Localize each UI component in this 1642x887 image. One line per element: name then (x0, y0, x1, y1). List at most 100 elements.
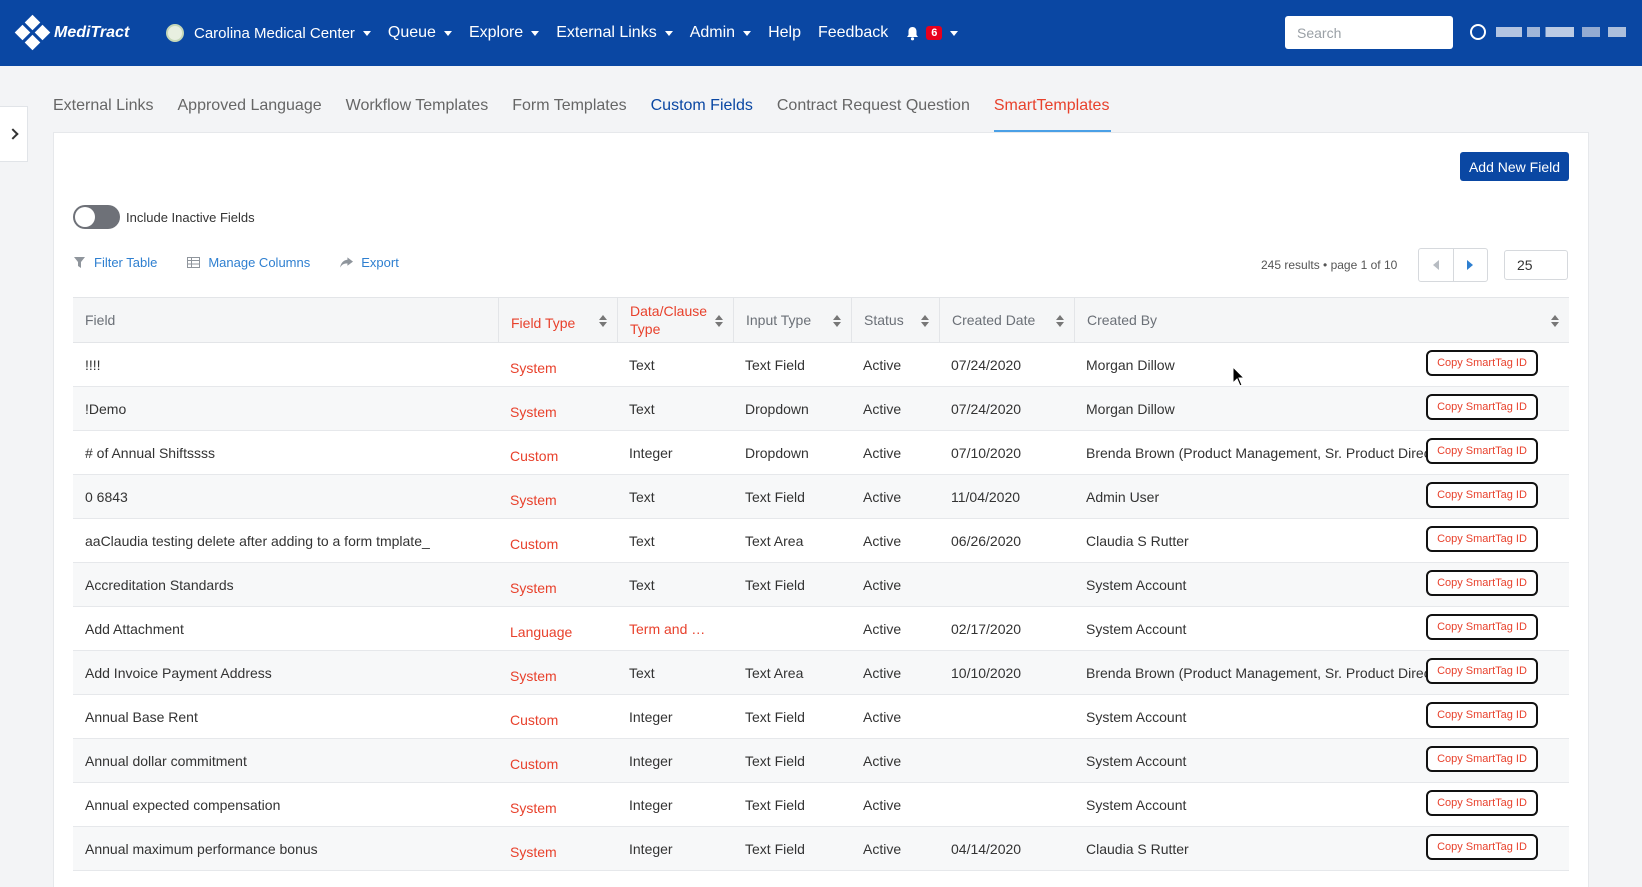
cell-field: aaClaudia testing delete after adding to… (85, 533, 430, 549)
copy-smarttag-id-button[interactable]: Copy SmartTag ID (1426, 438, 1538, 464)
column-header-created-date[interactable]: Created Date (939, 298, 1074, 342)
notifications[interactable]: 6 (905, 26, 959, 41)
table-row[interactable]: 0 6843 System Text Text Field Active 11/04/20… (73, 475, 1569, 519)
logo[interactable]: MediTract (14, 14, 136, 51)
include-inactive-toggle[interactable] (73, 205, 120, 229)
table-row[interactable]: !!!! System Text Text Field Active 07/24/2020… (73, 343, 1569, 387)
cell-data-type: Integer (629, 709, 673, 725)
copy-smarttag-id-button[interactable]: Copy SmartTag ID (1426, 570, 1538, 596)
cell-created-date: 07/24/2020 (951, 401, 1022, 417)
tab-custom-fields[interactable]: Custom Fields (650, 97, 753, 114)
copy-smarttag-id-button[interactable]: Copy SmartTag ID (1426, 526, 1538, 552)
tab-contract-request-question[interactable]: Contract Request Question (776, 97, 970, 114)
manage-columns-link[interactable]: Manage Columns (187, 255, 310, 270)
copy-smarttag-id-button[interactable]: Copy SmartTag ID (1426, 702, 1538, 728)
nav-label: Help (768, 24, 801, 41)
cell-field-type: System (510, 800, 557, 816)
filter-table-link[interactable]: Filter Table (73, 255, 157, 270)
cell-created-by: System Account (1086, 621, 1187, 637)
tab-workflow-templates[interactable]: Workflow Templates (345, 97, 489, 114)
cell-status: Active (863, 621, 902, 637)
cell-field-type: System (510, 580, 557, 596)
org-selector[interactable]: Carolina Medical Center (166, 24, 371, 42)
table-row[interactable]: # of Annual Shiftssss Custom Integer Dropdo… (73, 431, 1569, 475)
chevron-down-icon (362, 30, 371, 36)
chevron-down-icon (664, 30, 673, 36)
copy-smarttag-id-button[interactable]: Copy SmartTag ID (1426, 658, 1538, 684)
nav-feedback[interactable]: Feedback (818, 24, 888, 42)
cell-input-type: Dropdown (745, 445, 809, 461)
table-row[interactable]: Annual maximum performance bonus System In… (73, 827, 1569, 871)
table-row[interactable]: aaClaudia testing delete after adding to… (73, 519, 1569, 563)
table-row[interactable]: Annual Base Rent Custom Integer Text Field A… (73, 695, 1569, 739)
tab-smarttemplates[interactable]: SmartTemplates (993, 95, 1112, 133)
table-row[interactable]: Annual expected compensation System Intege… (73, 783, 1569, 827)
prev-page-button[interactable] (1419, 249, 1453, 281)
cell-field-type: System (510, 668, 557, 684)
table-row[interactable]: Annual dollar commitment Custom Integer Tex… (73, 739, 1569, 783)
tab-form-templates[interactable]: Form Templates (512, 97, 627, 114)
column-header-status[interactable]: Status (851, 298, 939, 342)
tab-external-links[interactable]: External Links (53, 97, 154, 114)
chevron-right-icon (6, 128, 19, 140)
table-row[interactable]: Accreditation Standards System Text Text Fi… (73, 563, 1569, 607)
cell-created-by: Claudia S Rutter (1086, 533, 1189, 549)
cell-created-by: System Account (1086, 577, 1187, 593)
nav-admin[interactable]: Admin (690, 24, 752, 42)
cell-field-type: Custom (510, 448, 559, 464)
column-header-created-by[interactable]: Created By (1074, 298, 1569, 342)
copy-smarttag-id-button[interactable]: Copy SmartTag ID (1426, 394, 1538, 420)
add-new-field-button[interactable]: Add New Field (1460, 152, 1569, 181)
copy-smarttag-id-button[interactable]: Copy SmartTag ID (1426, 834, 1538, 860)
user-menu[interactable] (1470, 24, 1626, 40)
copy-smarttag-id-button[interactable]: Copy SmartTag ID (1426, 746, 1538, 772)
column-header-field[interactable]: Field (73, 298, 498, 342)
cell-input-type: Dropdown (745, 401, 809, 417)
nav-explore[interactable]: Explore (469, 24, 540, 42)
bell-icon (905, 26, 920, 41)
nav-help[interactable]: Help (768, 24, 801, 42)
copy-smarttag-id-button[interactable]: Copy SmartTag ID (1426, 614, 1538, 640)
column-label: Created Date (952, 312, 1036, 328)
table-tools: Filter Table Manage Columns Export (73, 255, 429, 270)
chevron-down-icon (443, 30, 452, 36)
cell-status: Active (863, 533, 902, 549)
chevron-down-icon (950, 30, 959, 36)
table-row[interactable]: Add Invoice Payment Address System Text Tex… (73, 651, 1569, 695)
cell-status: Active (863, 401, 902, 417)
cell-input-type: Text Field (745, 753, 805, 769)
cell-data-type: Text (629, 489, 655, 505)
cell-input-type: Text Field (745, 797, 805, 813)
cell-created-date: 02/17/2020 (951, 621, 1022, 637)
cell-created-by: Brenda Brown (Product Management, Sr. Pr… (1086, 445, 1452, 461)
cell-field: Annual maximum performance bonus (85, 841, 318, 857)
cell-status: Active (863, 753, 902, 769)
mouse-cursor-icon (1232, 366, 1246, 387)
nav-queue[interactable]: Queue (388, 24, 452, 42)
table-row[interactable]: Add Attachment Language Term and … Active 02… (73, 607, 1569, 651)
export-link[interactable]: Export (340, 255, 399, 270)
column-header-field-type[interactable]: Field Type (498, 298, 617, 342)
cell-data-type: Integer (629, 445, 673, 461)
sidebar-expand-button[interactable] (0, 106, 28, 162)
copy-smarttag-id-button[interactable]: Copy SmartTag ID (1426, 790, 1538, 816)
copy-smarttag-id-button[interactable]: Copy SmartTag ID (1426, 350, 1538, 376)
copy-smarttag-id-button[interactable]: Copy SmartTag ID (1426, 482, 1538, 508)
column-header-data-clause-type[interactable]: Data/Clause Type (617, 298, 733, 342)
inactive-toggle-row: Include Inactive Fields (73, 205, 255, 229)
cell-status: Active (863, 709, 902, 725)
cell-input-type: Text Field (745, 709, 805, 725)
cell-created-by: Brenda Brown (Product Management, Sr. Pr… (1086, 665, 1452, 681)
cell-input-type: Text Field (745, 841, 805, 857)
nav-external-links[interactable]: External Links (556, 24, 673, 42)
results-summary: 245 results • page 1 of 10 (1261, 258, 1398, 272)
page-size-input[interactable] (1504, 250, 1568, 280)
next-page-button[interactable] (1452, 249, 1488, 281)
table-row[interactable]: !Demo System Text Dropdown Active 07/24/2020 M… (73, 387, 1569, 431)
cell-created-date (939, 739, 951, 783)
logo-icon (14, 14, 51, 51)
search-input[interactable] (1285, 16, 1453, 49)
cell-data-type: Term and … (629, 621, 706, 637)
tab-approved-language[interactable]: Approved Language (177, 97, 322, 114)
column-header-input-type[interactable]: Input Type (733, 298, 851, 342)
